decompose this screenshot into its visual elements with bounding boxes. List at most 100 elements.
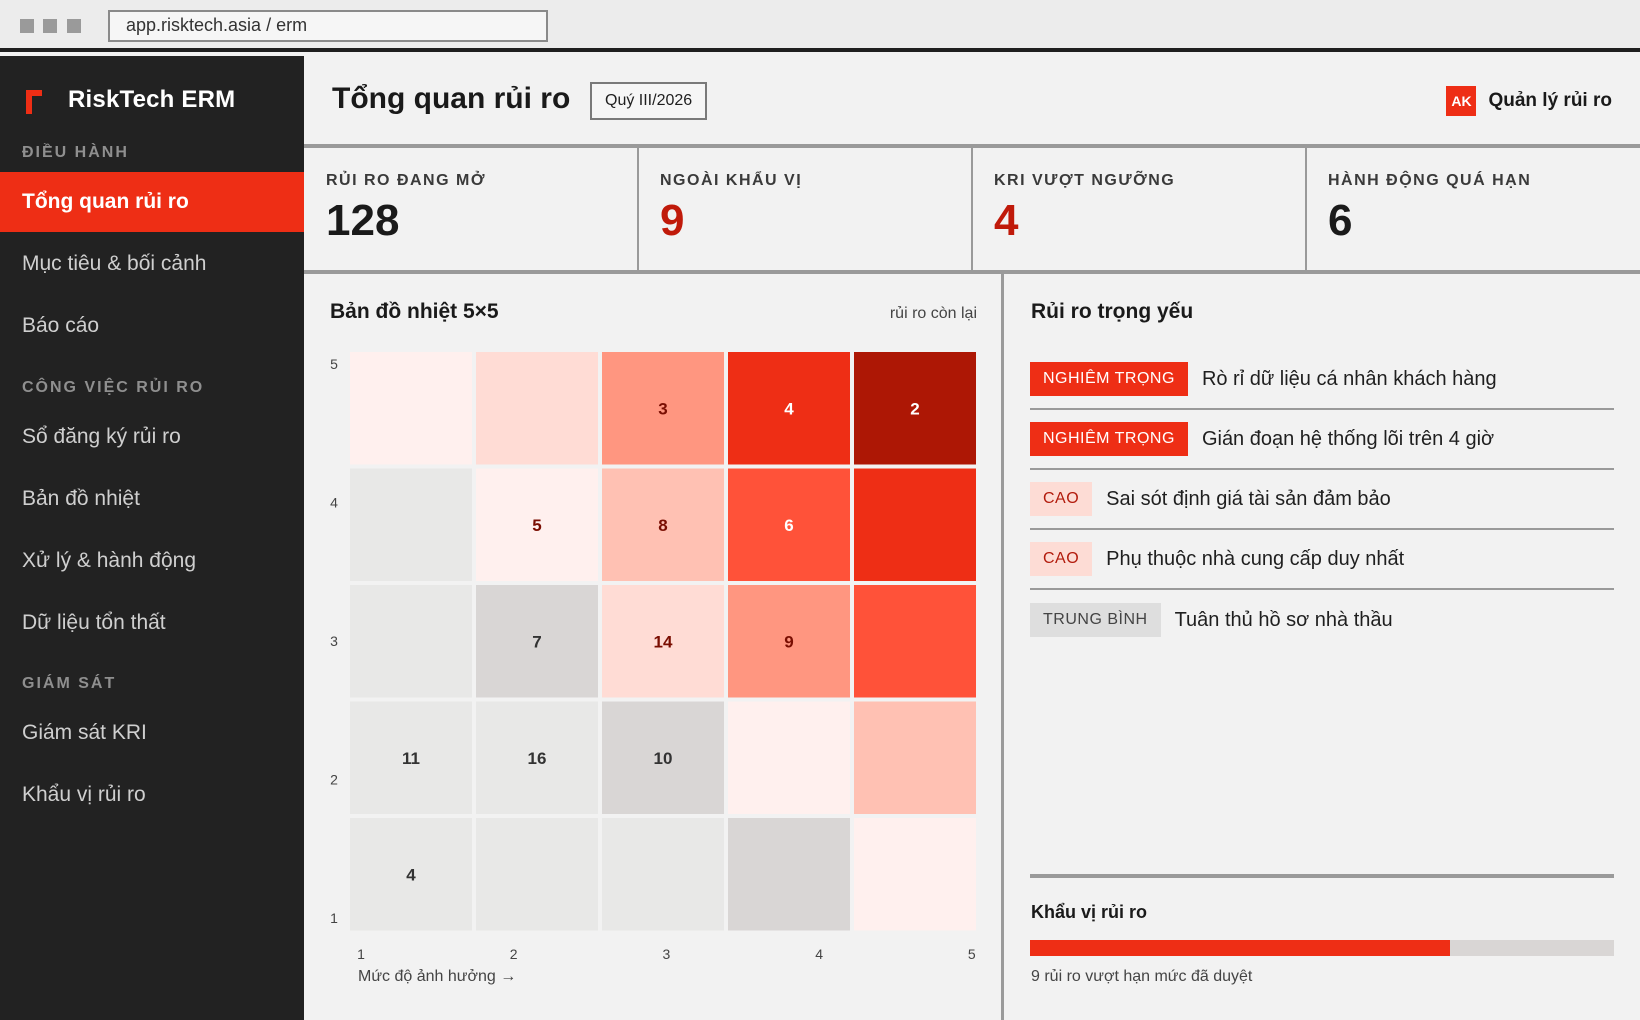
heatmap-cell bbox=[728, 585, 850, 698]
nav-section-title: CÔNG VIỆC RỦI RO bbox=[22, 379, 205, 396]
heatmap-cell bbox=[476, 818, 598, 931]
risk-appetite-title: Khẩu vị rủi ro bbox=[1031, 902, 1148, 922]
risk-level-badge: CAO bbox=[1030, 482, 1093, 516]
heatmap-x-axis-label: Mức độ ảnh hưởng → bbox=[358, 968, 517, 985]
kpi-strip: RỦI RO ĐANG MỞ 128 NGOÀI KHẨU VỊ 9 KRI VƯỢT … bbox=[304, 148, 1640, 274]
heatmap-cell bbox=[350, 468, 472, 581]
kpi-label: RỦI RO ĐANG MỞ bbox=[326, 172, 486, 189]
heatmap-cell bbox=[350, 352, 472, 465]
kpi-divider bbox=[971, 148, 973, 270]
address-bar[interactable]: app.risktech.asia / erm bbox=[108, 10, 548, 42]
heatmap-cell bbox=[350, 701, 472, 814]
heatmap-cell bbox=[476, 352, 598, 465]
sidebar: RiskTech ERM ĐIỀU HÀNH Tổng quan rủi ro Mụ… bbox=[0, 56, 304, 1020]
heatmap-cell bbox=[602, 468, 724, 581]
heatmap-cell-count: 4 bbox=[406, 865, 416, 884]
sidebar-item-tong-quan-rui-ro[interactable]: Tổng quan rủi ro bbox=[0, 172, 304, 232]
kpi-value: 4 bbox=[994, 196, 1019, 245]
risk-name: Rò rỉ dữ liệu cá nhân khách hàng bbox=[1201, 367, 1497, 390]
heatmap-cell bbox=[728, 468, 850, 581]
risk-name: Phụ thuộc nhà cung cấp duy nhất bbox=[1106, 547, 1405, 570]
kpi-divider bbox=[637, 148, 639, 270]
sidebar-item-ban-do-nhiet[interactable]: Bản đồ nhiệt bbox=[22, 487, 140, 510]
risk-name: Sai sót định giá tài sản đảm bảo bbox=[1106, 487, 1391, 510]
brand[interactable]: RiskTech ERM bbox=[22, 78, 235, 122]
risk-appetite-note: 9 rủi ro vượt hạn mức đã duyệt bbox=[1031, 968, 1253, 985]
sidebar-item-khau-vi-rui-ro[interactable]: Khẩu vị rủi ro bbox=[22, 783, 146, 806]
heatmap-cell-count: 11 bbox=[402, 749, 420, 768]
heatmap-cell-count: 16 bbox=[528, 749, 547, 768]
heatmap-cell bbox=[728, 701, 850, 814]
heatmap-title: Bản đồ nhiệt 5×5 bbox=[330, 300, 499, 323]
heatmap-cell bbox=[854, 585, 976, 698]
key-risk-row[interactable]: NGHIÊM TRỌNG Rò rỉ dữ liệu cá nhân khách … bbox=[1030, 350, 1614, 410]
nav-section-title: ĐIỀU HÀNH bbox=[22, 144, 129, 161]
browser-chrome: app.risktech.asia / erm bbox=[0, 0, 1640, 52]
y-tick-label: 5 bbox=[330, 356, 338, 372]
sidebar-item-bao-cao[interactable]: Báo cáo bbox=[22, 314, 100, 337]
heatmap-cell bbox=[854, 701, 976, 814]
heatmap-cell bbox=[476, 585, 598, 698]
risk-name: Tuân thủ hồ sơ nhà thầu bbox=[1174, 608, 1393, 631]
sidebar-item-giam-sat-kri[interactable]: Giám sát KRI bbox=[22, 721, 147, 744]
period-selector[interactable]: Quý III/2026 bbox=[590, 82, 708, 120]
logo-icon bbox=[22, 86, 42, 114]
sidebar-item-muc-tieu-boi-canh[interactable]: Mục tiêu & bối cảnh bbox=[22, 252, 207, 275]
kpi-label: HÀNH ĐỘNG QUÁ HẠN bbox=[1328, 172, 1532, 189]
heatmap-cell-count: 2 bbox=[910, 399, 919, 418]
kpi-value: 9 bbox=[660, 196, 685, 245]
heatmap-cell bbox=[602, 818, 724, 931]
heatmap-cell-count: 8 bbox=[658, 516, 667, 535]
heatmap-cell bbox=[350, 818, 472, 931]
sidebar-item-xu-ly-hanh-dong[interactable]: Xử lý & hành động bbox=[22, 549, 197, 572]
risk-level-badge: TRUNG BÌNH bbox=[1030, 603, 1161, 637]
risk-appetite-fill bbox=[1030, 940, 1451, 956]
panel-divider bbox=[1001, 274, 1004, 1020]
divider bbox=[1030, 874, 1614, 878]
heatmap-cell-count: 7 bbox=[532, 632, 541, 651]
x-tick-label: 1 bbox=[357, 946, 365, 962]
kpi-card: KRI VƯỢT NGƯỠNG 4 bbox=[972, 148, 1306, 270]
heatmap-cell-count: 4 bbox=[784, 399, 794, 418]
heatmap-cell-count: 10 bbox=[654, 749, 673, 768]
kpi-card: NGOÀI KHẨU VỊ 9 bbox=[638, 148, 972, 270]
window-button-icon[interactable] bbox=[43, 19, 57, 33]
risk-level-badge: CAO bbox=[1030, 542, 1093, 576]
app-name: RiskTech ERM bbox=[68, 86, 236, 113]
y-tick-label: 1 bbox=[330, 910, 338, 926]
risk-level-badge: NGHIÊM TRỌNG bbox=[1030, 362, 1188, 396]
key-risk-row[interactable]: CAO Sai sót định giá tài sản đảm bảo bbox=[1030, 470, 1614, 530]
heatmap-cell bbox=[728, 818, 850, 931]
x-tick-label: 3 bbox=[663, 946, 671, 962]
page-header: Tổng quan rủi ro Quý III/2026 AK Quản lý… bbox=[304, 56, 1640, 148]
kpi-label: NGOÀI KHẨU VỊ bbox=[660, 172, 803, 189]
heatmap-cell bbox=[854, 352, 976, 465]
window-button-icon[interactable] bbox=[67, 19, 81, 33]
sidebar-item-so-dang-ky-rui-ro[interactable]: Sổ đăng ký rủi ro bbox=[22, 425, 181, 448]
risk-appetite-bar bbox=[1030, 940, 1614, 956]
heatmap-cell-count: 9 bbox=[784, 632, 793, 651]
user-menu[interactable]: AK Quản lý rủi ro bbox=[1446, 86, 1612, 116]
key-risk-row[interactable]: TRUNG BÌNH Tuân thủ hồ sơ nhà thầu bbox=[1030, 590, 1614, 650]
y-tick-label: 3 bbox=[330, 633, 338, 649]
key-risk-row[interactable]: NGHIÊM TRỌNG Gián đoạn hệ thống lõi trên … bbox=[1030, 410, 1614, 470]
heatmap-subtitle: rủi ro còn lại bbox=[889, 305, 977, 322]
heatmap-cell bbox=[728, 352, 850, 465]
window-button-icon[interactable] bbox=[20, 19, 34, 33]
key-risk-row[interactable]: CAO Phụ thuộc nhà cung cấp duy nhất bbox=[1030, 530, 1614, 590]
x-tick-label: 5 bbox=[968, 946, 976, 962]
avatar: AK bbox=[1446, 86, 1477, 116]
heatmap-cell-count: 3 bbox=[658, 399, 667, 418]
heatmap-cell bbox=[602, 585, 724, 698]
kpi-value: 6 bbox=[1328, 196, 1353, 245]
key-risks-list: NGHIÊM TRỌNG Rò rỉ dữ liệu cá nhân khách … bbox=[1030, 350, 1614, 650]
risk-level-badge: NGHIÊM TRỌNG bbox=[1030, 422, 1188, 456]
x-tick-label: 4 bbox=[815, 946, 823, 962]
heatmap-cell bbox=[602, 701, 724, 814]
heatmap-cell-count: 14 bbox=[654, 632, 673, 651]
heatmap-cell bbox=[476, 468, 598, 581]
x-tick-label: 2 bbox=[510, 946, 518, 962]
kpi-divider bbox=[1305, 148, 1307, 270]
sidebar-item-du-lieu-ton-that[interactable]: Dữ liệu tổn thất bbox=[22, 611, 166, 634]
heatmap-cell-count: 5 bbox=[532, 516, 541, 535]
